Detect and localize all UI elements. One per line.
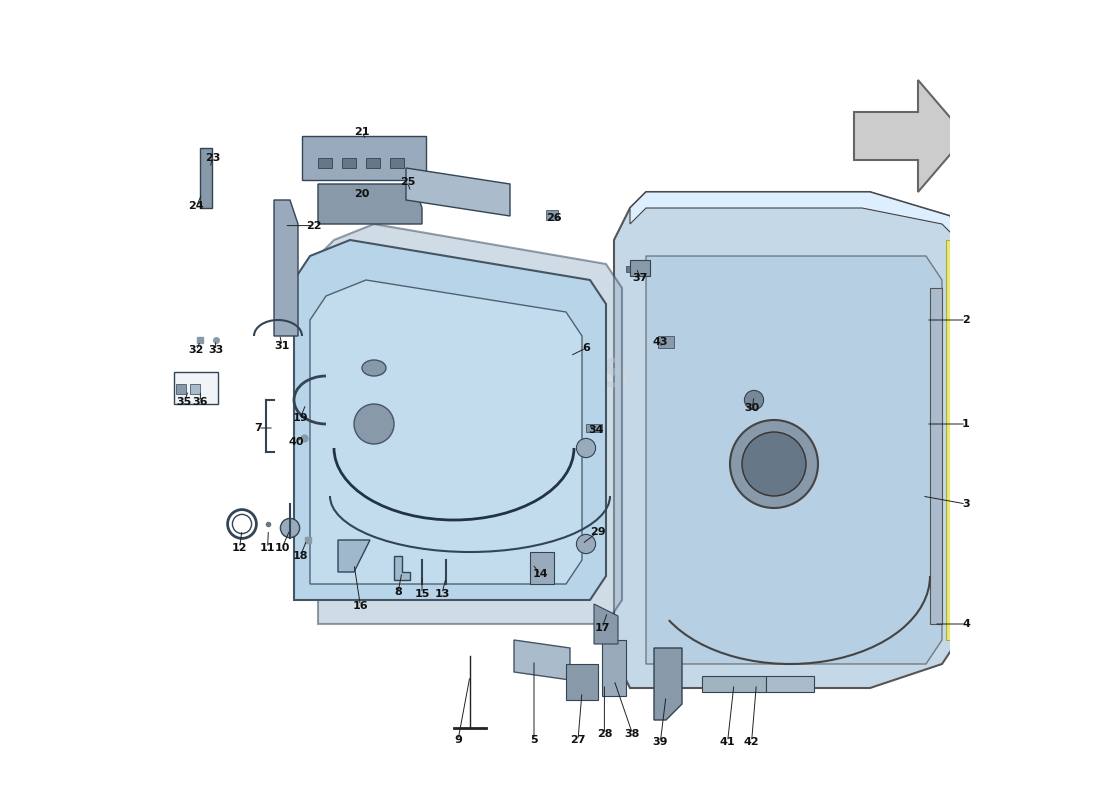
- Text: 40: 40: [288, 437, 304, 446]
- Polygon shape: [302, 136, 426, 180]
- Text: 30: 30: [745, 403, 760, 413]
- Text: 5: 5: [530, 735, 538, 745]
- Polygon shape: [566, 664, 598, 700]
- Text: 9: 9: [454, 735, 462, 745]
- Circle shape: [576, 438, 595, 458]
- Bar: [626, 266, 630, 272]
- Polygon shape: [630, 192, 958, 240]
- Polygon shape: [406, 168, 510, 216]
- Bar: [366, 158, 381, 168]
- Polygon shape: [602, 640, 626, 696]
- Polygon shape: [294, 240, 606, 600]
- Circle shape: [730, 420, 818, 508]
- Text: 23: 23: [205, 154, 220, 163]
- Text: 28: 28: [596, 729, 612, 738]
- Circle shape: [576, 534, 595, 554]
- Text: 41: 41: [719, 737, 736, 746]
- Bar: [586, 424, 602, 432]
- Polygon shape: [854, 80, 966, 192]
- Polygon shape: [946, 240, 958, 640]
- Bar: [702, 676, 766, 692]
- Bar: [174, 372, 218, 404]
- Text: 6: 6: [582, 343, 590, 353]
- Text: 22: 22: [306, 221, 321, 230]
- Text: 14: 14: [532, 570, 548, 579]
- Polygon shape: [318, 184, 422, 224]
- Polygon shape: [310, 280, 582, 584]
- Text: a passion for parts: a passion for parts: [395, 414, 576, 434]
- Text: 18: 18: [293, 551, 308, 561]
- Polygon shape: [614, 192, 958, 688]
- Text: 24: 24: [188, 202, 205, 211]
- Bar: [390, 158, 405, 168]
- Text: 7: 7: [254, 423, 262, 433]
- Text: 3: 3: [962, 499, 970, 509]
- Circle shape: [280, 518, 299, 538]
- Polygon shape: [338, 540, 370, 572]
- Text: 37: 37: [632, 274, 648, 283]
- Polygon shape: [594, 604, 618, 644]
- Text: 12: 12: [232, 543, 248, 553]
- Text: 4: 4: [962, 619, 970, 629]
- Text: 33: 33: [208, 346, 223, 355]
- Bar: [546, 210, 558, 220]
- Text: EUROSPARES: EUROSPARES: [342, 357, 630, 395]
- Polygon shape: [514, 640, 570, 680]
- Circle shape: [745, 390, 763, 410]
- Text: 19: 19: [293, 413, 308, 422]
- Text: 13: 13: [434, 589, 450, 598]
- Text: 38: 38: [625, 729, 640, 738]
- Text: 29: 29: [591, 527, 606, 537]
- Polygon shape: [394, 556, 410, 580]
- Text: 35: 35: [177, 397, 192, 406]
- Text: 36: 36: [192, 397, 208, 406]
- Text: 8: 8: [394, 587, 402, 597]
- Text: 2: 2: [962, 315, 970, 325]
- Text: 25: 25: [400, 178, 416, 187]
- Circle shape: [742, 432, 806, 496]
- Circle shape: [354, 404, 394, 444]
- Polygon shape: [318, 224, 622, 624]
- Polygon shape: [274, 200, 298, 336]
- Text: 1: 1: [962, 419, 970, 429]
- Bar: [766, 676, 814, 692]
- Text: 15: 15: [415, 589, 430, 598]
- Text: 39: 39: [652, 737, 668, 746]
- Text: 10: 10: [274, 543, 289, 553]
- Bar: [199, 148, 211, 208]
- Ellipse shape: [362, 360, 386, 376]
- Text: 32: 32: [189, 346, 205, 355]
- Bar: [318, 158, 332, 168]
- Text: 27: 27: [570, 735, 585, 745]
- Text: 21: 21: [354, 127, 370, 137]
- Bar: [530, 552, 554, 584]
- Text: 34: 34: [588, 426, 604, 435]
- Bar: [658, 336, 674, 348]
- Polygon shape: [630, 260, 650, 276]
- Bar: [190, 384, 199, 394]
- Text: 42: 42: [744, 737, 759, 746]
- Text: 11: 11: [260, 543, 275, 553]
- Text: 20: 20: [354, 189, 370, 198]
- Polygon shape: [930, 288, 942, 624]
- Bar: [176, 384, 186, 394]
- Polygon shape: [646, 256, 942, 664]
- Bar: [342, 158, 356, 168]
- Text: 26: 26: [547, 213, 562, 222]
- Text: 16: 16: [353, 601, 369, 610]
- Text: 31: 31: [274, 341, 289, 350]
- Text: 17: 17: [594, 623, 609, 633]
- Text: 43: 43: [652, 337, 668, 346]
- Polygon shape: [654, 648, 682, 720]
